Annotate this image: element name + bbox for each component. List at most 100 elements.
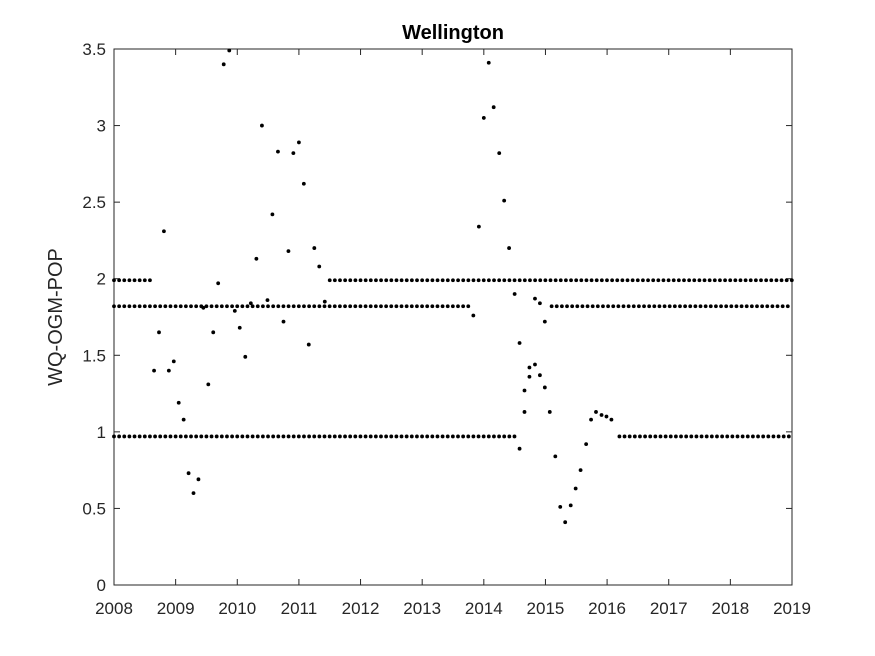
data-point xyxy=(729,304,734,309)
data-point xyxy=(117,434,122,439)
data-point xyxy=(632,434,637,439)
data-point xyxy=(630,278,635,283)
data-point xyxy=(415,278,419,283)
data-point xyxy=(237,325,242,330)
data-point xyxy=(194,304,199,309)
data-point xyxy=(368,434,373,439)
data-point xyxy=(739,304,744,309)
data-point xyxy=(702,278,707,283)
data-point xyxy=(533,296,537,301)
data-point xyxy=(751,434,755,439)
data-point xyxy=(471,434,476,439)
data-point xyxy=(152,368,156,373)
data-point xyxy=(781,434,786,439)
data-point xyxy=(425,278,430,283)
y-tick-label: 0 xyxy=(97,576,106,595)
data-point xyxy=(399,278,404,283)
data-point xyxy=(183,304,188,309)
data-point xyxy=(404,434,409,439)
data-point xyxy=(232,308,237,313)
data-point xyxy=(127,278,132,283)
data-point xyxy=(553,454,558,459)
data-point xyxy=(578,468,583,473)
data-point xyxy=(594,278,599,283)
data-point xyxy=(502,434,507,439)
data-point xyxy=(565,304,569,309)
data-point xyxy=(679,434,683,439)
data-point xyxy=(595,304,600,309)
data-point xyxy=(594,410,598,414)
data-point xyxy=(621,304,626,309)
data-point xyxy=(667,304,672,309)
data-point xyxy=(374,278,378,283)
x-tick-label: 2013 xyxy=(403,599,441,618)
data-point xyxy=(548,278,553,283)
data-point xyxy=(199,434,204,439)
x-tick-label: 2010 xyxy=(218,599,256,618)
data-point xyxy=(507,434,512,439)
data-point xyxy=(178,304,183,309)
data-point xyxy=(635,278,640,283)
data-point xyxy=(653,434,658,439)
x-tick-label: 2018 xyxy=(711,599,749,618)
data-point xyxy=(404,278,409,283)
data-point xyxy=(641,278,645,283)
data-point xyxy=(687,278,692,283)
data-point xyxy=(648,434,653,439)
data-point xyxy=(117,278,122,283)
data-point xyxy=(776,434,781,439)
data-point xyxy=(394,434,399,439)
data-point xyxy=(373,434,378,439)
data-point xyxy=(430,304,435,309)
data-point xyxy=(394,304,399,309)
data-point xyxy=(148,434,152,439)
data-point xyxy=(353,278,358,283)
data-point xyxy=(368,278,373,283)
data-point xyxy=(666,278,671,283)
x-tick-label: 2016 xyxy=(588,599,626,618)
data-point xyxy=(749,304,754,309)
data-point xyxy=(286,249,291,254)
data-point xyxy=(322,434,327,439)
y-tick-label: 2 xyxy=(97,270,106,289)
data-point xyxy=(718,278,722,283)
data-point xyxy=(153,304,157,309)
data-point xyxy=(189,434,193,439)
data-point xyxy=(343,434,347,439)
data-point xyxy=(625,278,630,283)
data-point xyxy=(415,304,419,309)
data-point xyxy=(399,434,404,439)
data-point xyxy=(358,434,363,439)
data-point xyxy=(547,410,552,414)
data-point xyxy=(745,434,750,439)
data-point xyxy=(574,278,579,283)
data-point xyxy=(682,278,686,283)
data-point xyxy=(466,304,471,309)
data-point xyxy=(409,278,414,283)
data-point xyxy=(627,434,632,439)
data-point xyxy=(538,301,542,306)
data-point xyxy=(178,434,183,439)
data-point xyxy=(780,304,785,309)
y-tick-label: 3 xyxy=(97,117,106,136)
data-point xyxy=(235,304,240,309)
data-point xyxy=(404,304,409,309)
data-point xyxy=(542,319,547,324)
data-point xyxy=(286,304,291,309)
data-point xyxy=(353,304,358,309)
data-point xyxy=(266,304,270,309)
data-point xyxy=(196,477,201,482)
data-point xyxy=(227,48,232,53)
data-point xyxy=(568,503,573,508)
data-point xyxy=(770,304,775,309)
data-point xyxy=(476,278,481,283)
data-point xyxy=(549,304,554,309)
data-point xyxy=(769,278,774,283)
data-point xyxy=(661,278,666,283)
y-axis-label: WQ-OGM-POP xyxy=(45,248,67,386)
data-point xyxy=(245,434,250,439)
data-point xyxy=(301,181,306,186)
data-point xyxy=(384,278,389,283)
data-point xyxy=(250,304,255,309)
